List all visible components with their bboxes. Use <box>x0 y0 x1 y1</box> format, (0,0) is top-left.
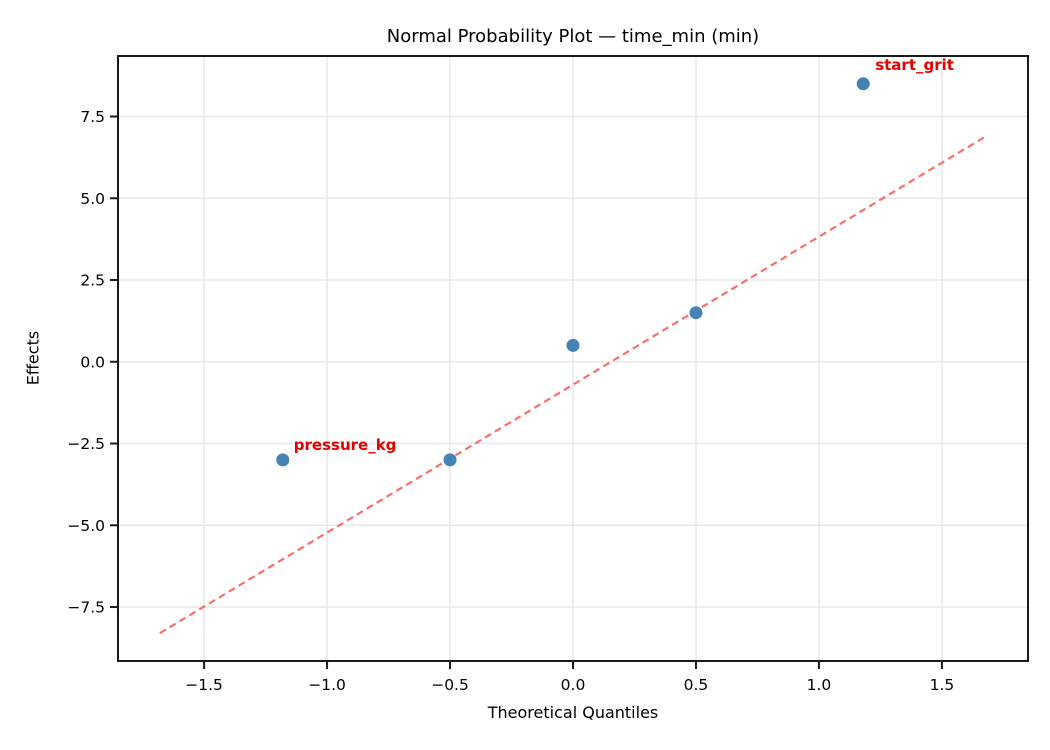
point-annotation: start_grit <box>875 56 954 74</box>
x-tick-label: 1.5 <box>930 676 955 694</box>
y-tick-label: 0.0 <box>80 353 105 371</box>
x-tick-label: −0.5 <box>431 676 469 694</box>
y-tick-label: −5.0 <box>67 517 105 535</box>
data-point <box>443 453 457 467</box>
y-tick-label: 5.0 <box>80 190 105 208</box>
chart-title: Normal Probability Plot — time_min (min) <box>386 26 760 47</box>
x-tick-label: 0.5 <box>684 676 709 694</box>
y-tick-label: 7.5 <box>80 108 105 126</box>
x-tick-label: 1.0 <box>807 676 832 694</box>
x-tick-label: 0.0 <box>561 676 586 694</box>
data-point <box>856 77 870 91</box>
y-tick-label: 2.5 <box>80 272 105 290</box>
y-tick-label: −7.5 <box>67 599 105 617</box>
data-point <box>566 338 580 352</box>
x-axis-label: Theoretical Quantiles <box>487 703 659 722</box>
y-tick-label: −2.5 <box>67 435 105 453</box>
plot-border <box>117 55 1029 662</box>
data-point <box>689 306 703 320</box>
x-tick-label: −1.0 <box>308 676 346 694</box>
data-point <box>276 453 290 467</box>
point-annotation: pressure_kg <box>294 436 397 454</box>
x-tick-label: −1.5 <box>185 676 223 694</box>
